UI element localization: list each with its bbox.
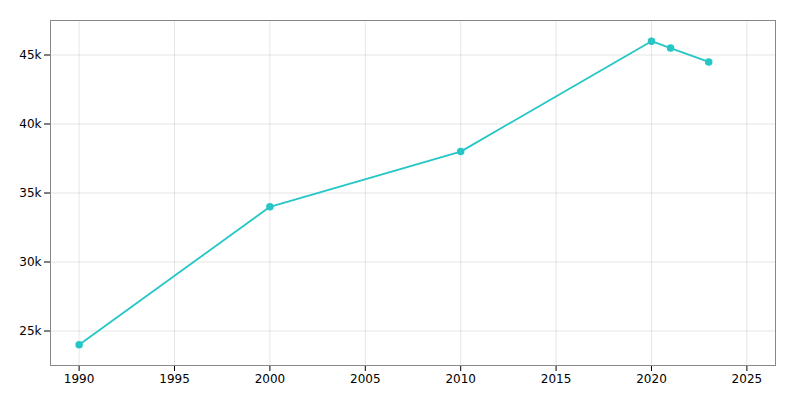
svg-text:2020: 2020 — [636, 372, 667, 386]
svg-text:30k: 30k — [19, 255, 41, 269]
svg-text:2025: 2025 — [732, 372, 763, 386]
svg-text:40k: 40k — [19, 117, 41, 131]
svg-text:1990: 1990 — [64, 372, 95, 386]
svg-text:45k: 45k — [19, 48, 41, 62]
svg-text:35k: 35k — [19, 186, 41, 200]
svg-text:2015: 2015 — [541, 372, 572, 386]
svg-text:2005: 2005 — [350, 372, 381, 386]
svg-text:1995: 1995 — [159, 372, 190, 386]
svg-text:25k: 25k — [19, 324, 41, 338]
svg-text:2010: 2010 — [445, 372, 476, 386]
svg-text:2000: 2000 — [255, 372, 286, 386]
